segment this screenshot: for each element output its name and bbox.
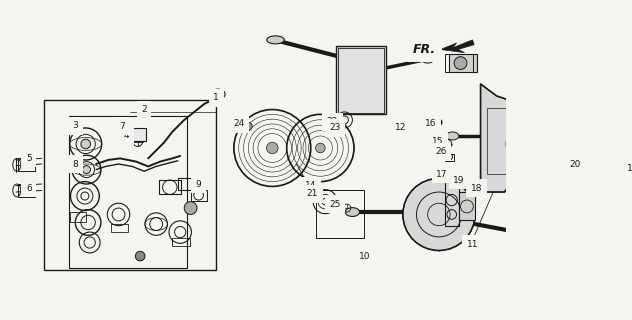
Bar	[446, 54, 473, 72]
Bar	[18, 158, 35, 171]
Bar	[130, 128, 146, 141]
Ellipse shape	[446, 132, 459, 140]
Circle shape	[81, 139, 90, 149]
Text: 26: 26	[435, 148, 447, 156]
Circle shape	[184, 202, 197, 214]
Circle shape	[135, 251, 145, 261]
Circle shape	[83, 166, 90, 174]
Bar	[69, 116, 188, 268]
Bar	[338, 48, 384, 113]
Text: 24: 24	[233, 119, 245, 128]
Bar	[444, 182, 459, 227]
Bar	[172, 238, 190, 246]
Ellipse shape	[566, 239, 581, 248]
Text: 14: 14	[305, 181, 317, 190]
Circle shape	[315, 143, 325, 153]
Circle shape	[435, 119, 442, 125]
Bar	[159, 180, 181, 195]
Bar	[444, 154, 454, 161]
Bar	[487, 108, 571, 174]
Text: 12: 12	[395, 124, 406, 132]
Text: 4: 4	[124, 132, 130, 140]
Text: 10: 10	[359, 252, 370, 260]
Ellipse shape	[345, 208, 360, 216]
Bar	[18, 184, 35, 197]
Polygon shape	[480, 84, 576, 192]
Bar	[71, 212, 87, 222]
Bar	[178, 178, 195, 190]
Circle shape	[403, 179, 475, 251]
Bar	[459, 192, 475, 220]
Text: 3: 3	[73, 121, 78, 130]
Ellipse shape	[267, 36, 284, 44]
Text: 9: 9	[196, 180, 202, 188]
Bar	[399, 122, 410, 133]
Text: 16: 16	[425, 119, 437, 128]
Bar	[44, 100, 216, 270]
Text: 8: 8	[73, 159, 78, 169]
Text: FR.: FR.	[413, 43, 436, 56]
Polygon shape	[441, 40, 474, 53]
Ellipse shape	[422, 55, 434, 63]
Circle shape	[454, 57, 467, 69]
Text: 23: 23	[329, 124, 341, 132]
Text: 1: 1	[214, 93, 219, 102]
Text: 17: 17	[436, 170, 448, 179]
Bar	[315, 190, 363, 238]
Text: 19: 19	[453, 176, 465, 185]
Circle shape	[245, 122, 252, 130]
Bar	[111, 224, 128, 232]
Text: 5: 5	[26, 154, 32, 163]
Text: 22: 22	[327, 117, 338, 126]
Text: 15: 15	[432, 137, 443, 146]
Text: 7: 7	[119, 122, 125, 131]
Text: 25: 25	[329, 200, 341, 209]
Bar	[449, 54, 477, 72]
Text: 20: 20	[569, 159, 581, 169]
Bar	[336, 46, 386, 114]
Text: 11: 11	[467, 240, 478, 249]
Text: 21: 21	[307, 189, 318, 198]
Text: 13: 13	[627, 164, 632, 172]
Text: 2: 2	[142, 105, 147, 114]
Text: 6: 6	[26, 184, 32, 193]
Text: 18: 18	[471, 184, 482, 193]
Bar	[191, 190, 207, 201]
Circle shape	[267, 142, 278, 154]
